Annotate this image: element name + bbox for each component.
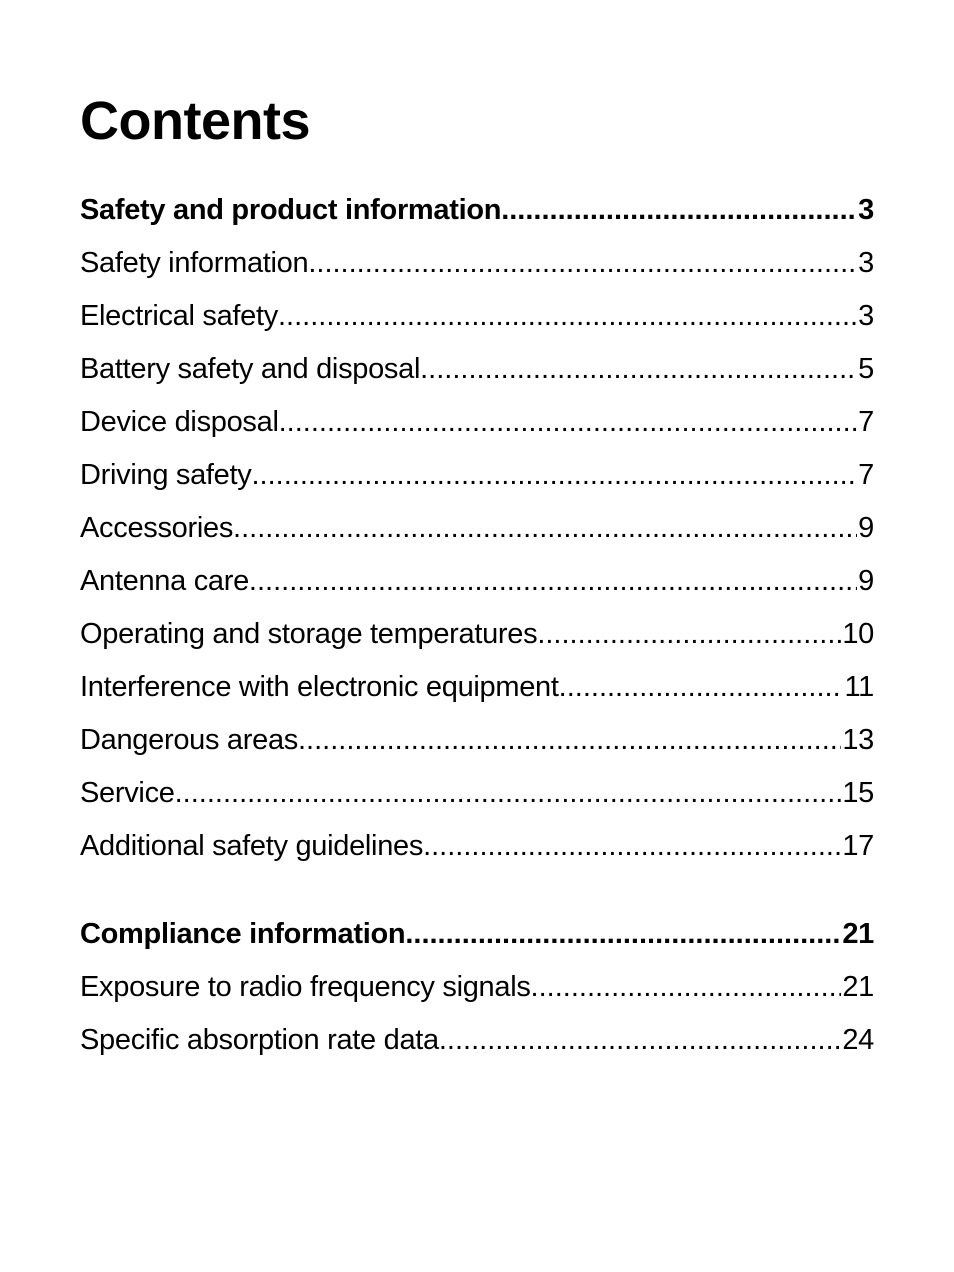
toc-page-number: 7 <box>858 459 874 491</box>
toc-entry[interactable]: Accessories 9 <box>80 502 874 555</box>
toc-section-compliance: Compliance information 21 Exposure to ra… <box>80 908 874 1067</box>
toc-page-number: 3 <box>858 247 874 279</box>
dot-leader <box>423 820 841 873</box>
toc-entry[interactable]: Specific absorption rate data 24 <box>80 1014 874 1067</box>
toc-entry[interactable]: Operating and storage temperatures 10 <box>80 608 874 661</box>
dot-leader <box>308 237 857 290</box>
dot-leader <box>251 449 857 502</box>
toc-entry-label: Driving safety <box>80 459 252 491</box>
toc-entry[interactable]: Antenna care 9 <box>80 555 874 608</box>
dot-leader <box>233 502 857 555</box>
toc-entry-label: Accessories <box>80 512 234 544</box>
toc-page-number: 3 <box>858 194 874 226</box>
dot-leader <box>420 343 857 396</box>
page-title: Contents <box>80 91 310 151</box>
toc-entry[interactable]: Driving safety 7 <box>80 449 874 502</box>
toc-entry-label: Battery safety and disposal <box>80 353 421 385</box>
toc-entry-label: Operating and storage temperatures <box>80 618 538 650</box>
dot-leader <box>501 184 857 237</box>
toc-entry[interactable]: Exposure to radio frequency signals 21 <box>80 961 874 1014</box>
toc-entry[interactable]: Additional safety guidelines 17 <box>80 820 874 873</box>
toc-entry[interactable]: Electrical safety 3 <box>80 290 874 343</box>
toc-page-number: 13 <box>842 724 874 756</box>
dot-leader <box>175 767 842 820</box>
toc-heading[interactable]: Compliance information 21 <box>80 908 874 961</box>
dot-leader <box>298 714 841 767</box>
toc-page-number: 24 <box>842 1024 874 1056</box>
dot-leader <box>531 961 842 1014</box>
toc-page-number: 10 <box>842 618 874 650</box>
toc-entry-label: Additional safety guidelines <box>80 830 424 862</box>
toc-page-number: 15 <box>842 777 874 809</box>
toc-entry-label: Exposure to radio frequency signals <box>80 971 531 1003</box>
toc-page-number: 11 <box>844 671 874 703</box>
toc-entry-label: Specific absorption rate data <box>80 1024 439 1056</box>
toc-page-number: 17 <box>842 830 874 862</box>
toc-entry-label: Antenna care <box>80 565 249 597</box>
toc-entry[interactable]: Device disposal 7 <box>80 396 874 449</box>
toc-page-number: 21 <box>842 971 874 1003</box>
dot-leader <box>249 555 857 608</box>
toc-heading-label: Safety and product information <box>80 194 502 226</box>
toc-page-number: 5 <box>858 353 874 385</box>
toc-entry[interactable]: Dangerous areas 13 <box>80 714 874 767</box>
toc-entry-label: Device disposal <box>80 406 279 438</box>
toc-entry[interactable]: Battery safety and disposal 5 <box>80 343 874 396</box>
toc-entry-label: Dangerous areas <box>80 724 298 756</box>
toc-page-number: 21 <box>842 918 874 950</box>
toc-page-number: 3 <box>858 300 874 332</box>
dot-leader <box>278 290 857 343</box>
toc-heading[interactable]: Safety and product information 3 <box>80 184 874 237</box>
toc-page-number: 9 <box>858 512 874 544</box>
toc-entry[interactable]: Safety information 3 <box>80 237 874 290</box>
toc-section-safety: Safety and product information 3 Safety … <box>80 184 874 873</box>
dot-leader <box>279 396 858 449</box>
toc-entry-label: Service <box>80 777 175 809</box>
toc-entry[interactable]: Service 15 <box>80 767 874 820</box>
toc-entry-label: Interference with electronic equipment <box>80 671 559 703</box>
toc-entry-label: Electrical safety <box>80 300 278 332</box>
toc-page-number: 9 <box>858 565 874 597</box>
dot-leader <box>559 661 844 714</box>
toc-heading-label: Compliance information <box>80 918 406 950</box>
dot-leader <box>439 1014 841 1067</box>
dot-leader <box>537 608 841 661</box>
table-of-contents: Safety and product information 3 Safety … <box>80 184 874 1067</box>
dot-leader <box>405 908 841 961</box>
toc-entry-label: Safety information <box>80 247 309 279</box>
toc-entry[interactable]: Interference with electronic equipment 1… <box>80 661 874 714</box>
toc-page-number: 7 <box>858 406 874 438</box>
